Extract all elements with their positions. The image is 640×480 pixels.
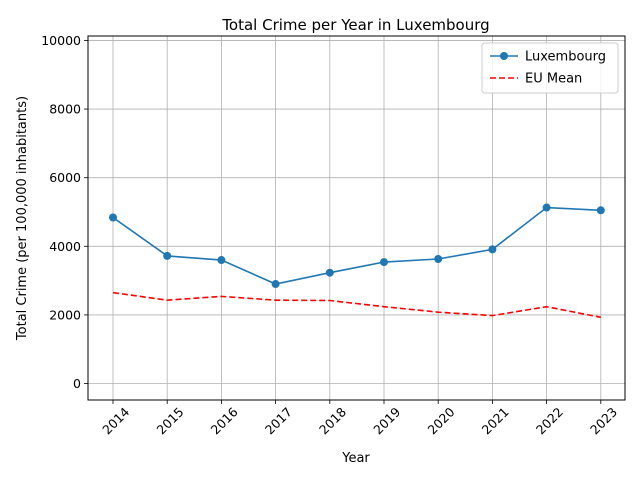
series-line-eu-mean <box>112 291 601 319</box>
y-tick-label: 6000 <box>49 170 81 185</box>
legend-label: Luxembourg <box>525 50 606 65</box>
plot-frame <box>87 35 626 401</box>
data-point-luxembourg <box>109 213 117 222</box>
y-axis: 0 2000 4000 6000 8000 10000 <box>41 33 88 391</box>
data-point-luxembourg <box>325 268 334 277</box>
series-line-luxembourg <box>112 206 601 285</box>
data-point-luxembourg <box>488 245 497 254</box>
data-point-luxembourg <box>271 280 280 289</box>
data-point-luxembourg <box>380 258 388 267</box>
legend: Luxembourg EU Mean <box>481 42 619 94</box>
y-tick-label: 8000 <box>49 102 81 117</box>
data-point-luxembourg <box>217 256 226 265</box>
data-point-luxembourg <box>596 206 605 215</box>
x-axis-label: Year <box>341 451 370 466</box>
grid <box>88 36 625 400</box>
y-axis-label: Total Crime (per 100,000 inhabitants) <box>15 96 30 341</box>
y-tick-label: 4000 <box>49 239 81 254</box>
legend-marker <box>500 52 508 60</box>
legend-label: EU Mean <box>525 72 582 87</box>
series-layer <box>109 203 605 319</box>
data-point-luxembourg <box>434 254 443 263</box>
chart-title: Total Crime per Year in Luxembourg <box>221 16 489 34</box>
y-tick-label: 2000 <box>49 307 81 322</box>
data-point-luxembourg <box>542 203 551 212</box>
y-tick-label: 10000 <box>41 33 81 48</box>
data-point-luxembourg <box>163 251 172 260</box>
y-tick-label: 0 <box>73 376 81 391</box>
